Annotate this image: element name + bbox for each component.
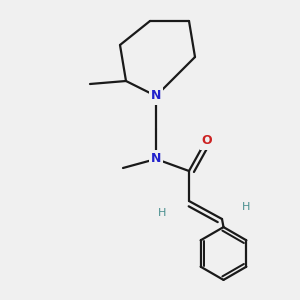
Text: O: O [202,134,212,148]
Text: H: H [158,208,166,218]
Text: N: N [151,152,161,166]
Text: N: N [151,89,161,103]
Text: H: H [242,202,250,212]
